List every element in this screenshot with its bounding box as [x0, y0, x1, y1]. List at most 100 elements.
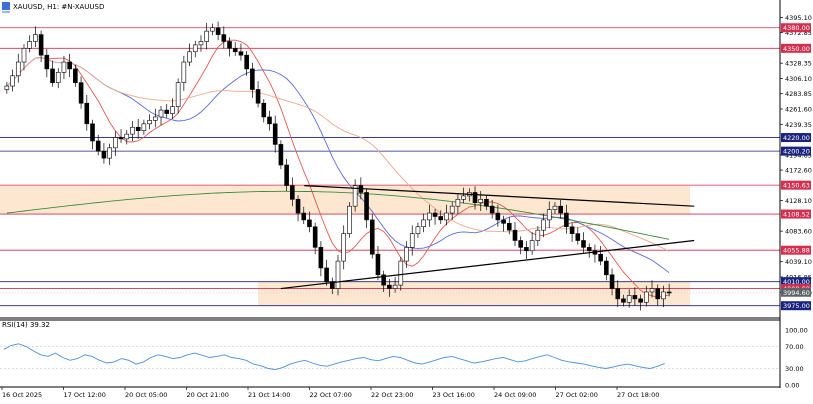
rsi-indicator: 100.00 70.00 30.00 0.00 — [0, 327, 808, 390]
bearish-candle — [90, 123, 95, 142]
ma-mid-line — [6, 57, 670, 273]
bullish-candle — [210, 27, 215, 32]
bullish-candle — [61, 61, 67, 73]
price-axis-tick-label: 4283.85 — [785, 90, 812, 98]
bullish-candle — [415, 226, 421, 234]
bullish-candle — [15, 61, 21, 77]
bullish-candle — [649, 288, 655, 293]
time-axis-label: 16 Oct 2025 — [2, 391, 42, 399]
bearish-candle — [364, 192, 369, 221]
bearish-candle — [95, 140, 101, 152]
bearish-candle — [38, 34, 44, 56]
price-axis-tick-label: 4239.35 — [785, 121, 812, 129]
bearish-candle — [267, 116, 272, 125]
bearish-candle — [581, 240, 586, 248]
bullish-candle — [546, 209, 552, 221]
level-price-tag — [781, 180, 811, 190]
bullish-candle — [552, 205, 558, 210]
level-price-tag — [781, 209, 811, 219]
bearish-candle — [586, 247, 592, 252]
price-axis-tick-label: 4261.60 — [785, 105, 812, 113]
bullish-candle — [181, 61, 187, 83]
time-axis-label: 20 Oct 21:00 — [187, 391, 229, 399]
level-price-label: 4150.63 — [783, 182, 810, 190]
ma-slow-line — [6, 57, 670, 252]
bearish-candle — [598, 253, 603, 262]
bearish-candle — [518, 240, 523, 248]
bullish-candle — [198, 41, 204, 46]
bullish-candle — [141, 123, 147, 131]
bullish-candle — [175, 82, 181, 107]
bullish-candle — [4, 85, 10, 90]
bearish-candle — [575, 233, 581, 241]
time-axis-label: 22 Oct 07:00 — [310, 391, 352, 399]
symbol-color-icon — [2, 2, 10, 10]
bearish-candle — [118, 137, 124, 140]
bullish-candle — [352, 185, 358, 207]
level-price-tag — [781, 43, 811, 53]
supply-demand-zone[interactable] — [0, 185, 690, 215]
bearish-candle — [67, 61, 72, 70]
horizontal-level-lines[interactable] — [0, 27, 780, 307]
bullish-candle — [21, 48, 27, 63]
trendline[interactable] — [280, 239, 695, 290]
bearish-candle — [381, 274, 386, 286]
bullish-candle — [444, 212, 449, 221]
price-axis-tick-label: 4372.85 — [785, 29, 812, 37]
bullish-candle — [27, 41, 32, 49]
bearish-candle — [295, 199, 301, 214]
bullish-candle — [113, 137, 118, 149]
bullish-candle — [55, 72, 61, 83]
rsi-axis-label: 70.00 — [785, 343, 804, 351]
level-price-label: 4380.00 — [783, 24, 810, 32]
level-price-label: 4010.00 — [783, 278, 810, 286]
trendline[interactable] — [304, 184, 695, 207]
bullish-candle — [130, 126, 135, 135]
moving-averages — [6, 39, 670, 298]
bearish-candle — [564, 212, 569, 228]
level-price-tag — [781, 301, 811, 311]
bearish-candle — [78, 82, 84, 104]
bearish-candle — [604, 260, 609, 276]
bearish-candle — [489, 205, 495, 214]
bullish-candle — [661, 291, 666, 300]
bullish-candle — [204, 30, 209, 42]
price-axis-tick-label: 4172.60 — [785, 167, 812, 175]
time-axis-label: 21 Oct 14:00 — [248, 391, 290, 399]
rsi-axis-label: 100.00 — [785, 327, 808, 335]
bearish-candle — [215, 27, 221, 35]
bearish-candle — [221, 34, 227, 42]
price-axis-tick-label: 4395.10 — [785, 14, 812, 22]
level-price-label: 3975.00 — [783, 302, 810, 310]
bearish-candle — [512, 229, 518, 241]
time-axis-label: 23 Oct 16:00 — [433, 391, 475, 399]
bullish-candle — [335, 260, 341, 289]
price-axis-tick-label: 4328.35 — [785, 60, 812, 68]
bullish-candle — [644, 291, 649, 303]
bearish-candle — [301, 212, 307, 221]
bearish-candle — [375, 253, 381, 276]
bullish-candle — [478, 199, 484, 204]
bullish-candle — [529, 240, 535, 252]
bullish-candle — [170, 106, 175, 114]
bullish-candle — [107, 147, 112, 159]
bearish-candle — [164, 109, 170, 114]
bearish-candle — [135, 126, 141, 131]
rsi-axis-label: 0.00 — [785, 382, 799, 390]
bearish-candle — [638, 298, 643, 303]
bullish-candle — [187, 51, 192, 63]
rsi-panel-label: RSI(14) 39.32 — [2, 321, 50, 329]
bearish-candle — [290, 185, 295, 200]
chart-header: XAUUSD, H1: #N-XAUUSD — [2, 2, 104, 13]
time-axis-label: 27 Oct 02:00 — [556, 391, 598, 399]
trendlines[interactable] — [280, 184, 695, 290]
bearish-candle — [621, 298, 626, 303]
bullish-candle — [341, 233, 347, 262]
level-price-tag — [781, 23, 811, 33]
bearish-candle — [272, 123, 278, 145]
level-price-label: 4055.88 — [783, 247, 810, 255]
bearish-candle — [329, 281, 335, 289]
ma-long-line — [6, 190, 670, 240]
